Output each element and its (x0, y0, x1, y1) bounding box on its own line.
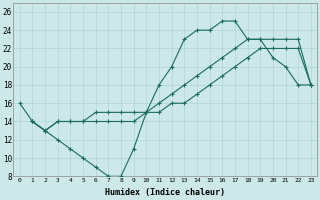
X-axis label: Humidex (Indice chaleur): Humidex (Indice chaleur) (105, 188, 225, 197)
